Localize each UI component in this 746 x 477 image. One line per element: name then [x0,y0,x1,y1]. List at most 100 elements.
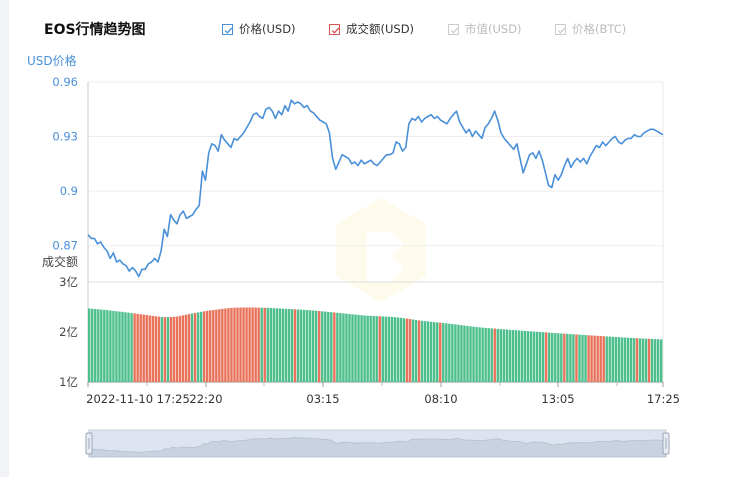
legend-label-price-btc: 价格(BTC) [572,22,627,36]
x-tick-label: 03:15 [306,392,339,406]
x-tick-label: 17:25 [647,392,680,406]
volume-bar [548,332,551,382]
volume-bar [626,337,630,382]
volume-tick-label: 2亿 [59,325,78,339]
volume-bar [311,310,315,382]
volume-bar [593,335,596,382]
volume-bar [175,316,179,382]
volume-bar [514,330,518,382]
price-tick-label: 0.9 [60,184,78,198]
volume-bar [112,310,115,382]
volume-bar [109,310,112,382]
volume-bar [230,307,233,382]
volume-bar [541,332,545,382]
volume-bar [212,310,215,382]
volume-bar [563,333,566,382]
volume-bar [650,338,654,382]
volume-bar [154,316,158,382]
volume-bar [496,328,499,382]
volume-bar [348,314,351,382]
volume-bar [484,327,487,382]
legend-item-price-usd[interactable]: 价格(USD) [222,21,296,37]
volume-bar [475,327,478,382]
price-series-line [87,99,664,278]
legend-item-price-btc[interactable]: 价格(BTC) [555,21,626,37]
volume-bar [236,307,239,382]
volume-bar [278,308,282,382]
volume-axis-title: 成交额 [42,255,79,269]
volume-bar [599,336,602,382]
volume-bar [166,317,170,382]
volume-bar [575,334,578,382]
volume-bar [178,315,182,382]
legend-item-marketcap-usd[interactable]: 市值(USD) [448,21,522,37]
volume-bar [436,322,439,382]
volume-bar [393,317,397,382]
volume-bar [584,335,587,382]
volume-bar [184,314,188,382]
volume-bar [206,310,209,382]
volume-bar [242,307,245,382]
volume-bar [520,330,524,382]
volume-bar [136,313,139,382]
legend-item-volume-usd[interactable]: 成交额(USD) [329,21,414,37]
volume-bar [499,329,503,382]
volume-bar [139,314,142,382]
volume-bar [402,318,406,382]
volume-bar [551,332,554,382]
volume-bar [106,310,109,382]
volume-bar [196,312,200,382]
volume-bar [293,309,297,382]
volume-bar [260,307,263,382]
chart-title: EOS行情趋势图 [44,22,146,38]
legend-label-volume-usd: 成交额(USD) [346,22,415,36]
volume-bar [411,319,415,382]
volume-bar [656,339,660,382]
volume-bar [405,318,409,382]
volume-bar [526,331,530,382]
volume-bar [299,309,303,382]
volume-bar [91,308,94,382]
price-tick-label: 0.93 [52,130,78,144]
volume-bar [653,339,657,382]
volume-bar [544,332,548,382]
x-tick-label: 08:10 [424,392,457,406]
zoom-slider[interactable] [85,429,670,458]
price-tick-label: 0.96 [52,75,78,89]
volume-bar [647,338,651,382]
volume-bar [372,316,375,382]
volume-bar [384,316,388,382]
x-tick-label: 22:20 [189,392,222,406]
volume-bar [245,307,248,382]
volume-bar [523,330,527,382]
volume-bar [181,315,185,382]
volume-bar [330,312,333,382]
volume-bar [145,315,148,382]
volume-bar [215,309,218,382]
volume-bar [130,313,133,382]
volume-bar [529,331,533,382]
volume-bar [333,312,336,382]
volume-bar [623,337,627,382]
volume-bar [142,314,145,382]
volume-bar [641,338,645,382]
volume-bar [554,333,557,382]
volume-bar [566,333,569,382]
volume-bars [88,307,663,382]
left-panel-strip [0,0,9,477]
volume-bar [417,320,421,382]
volume-bar [118,311,121,382]
volume-bar [602,336,605,382]
volume-bar [94,309,97,382]
volume-bar [314,310,318,382]
volume-bar [251,307,254,382]
volume-bar [560,333,563,382]
volume-bar [103,309,106,382]
volume-bar [508,329,512,382]
volume-bar [124,312,127,382]
volume-bar [281,308,285,382]
zoom-preview-area [88,437,667,458]
volume-bar [115,311,118,382]
volume-bar [460,325,463,382]
